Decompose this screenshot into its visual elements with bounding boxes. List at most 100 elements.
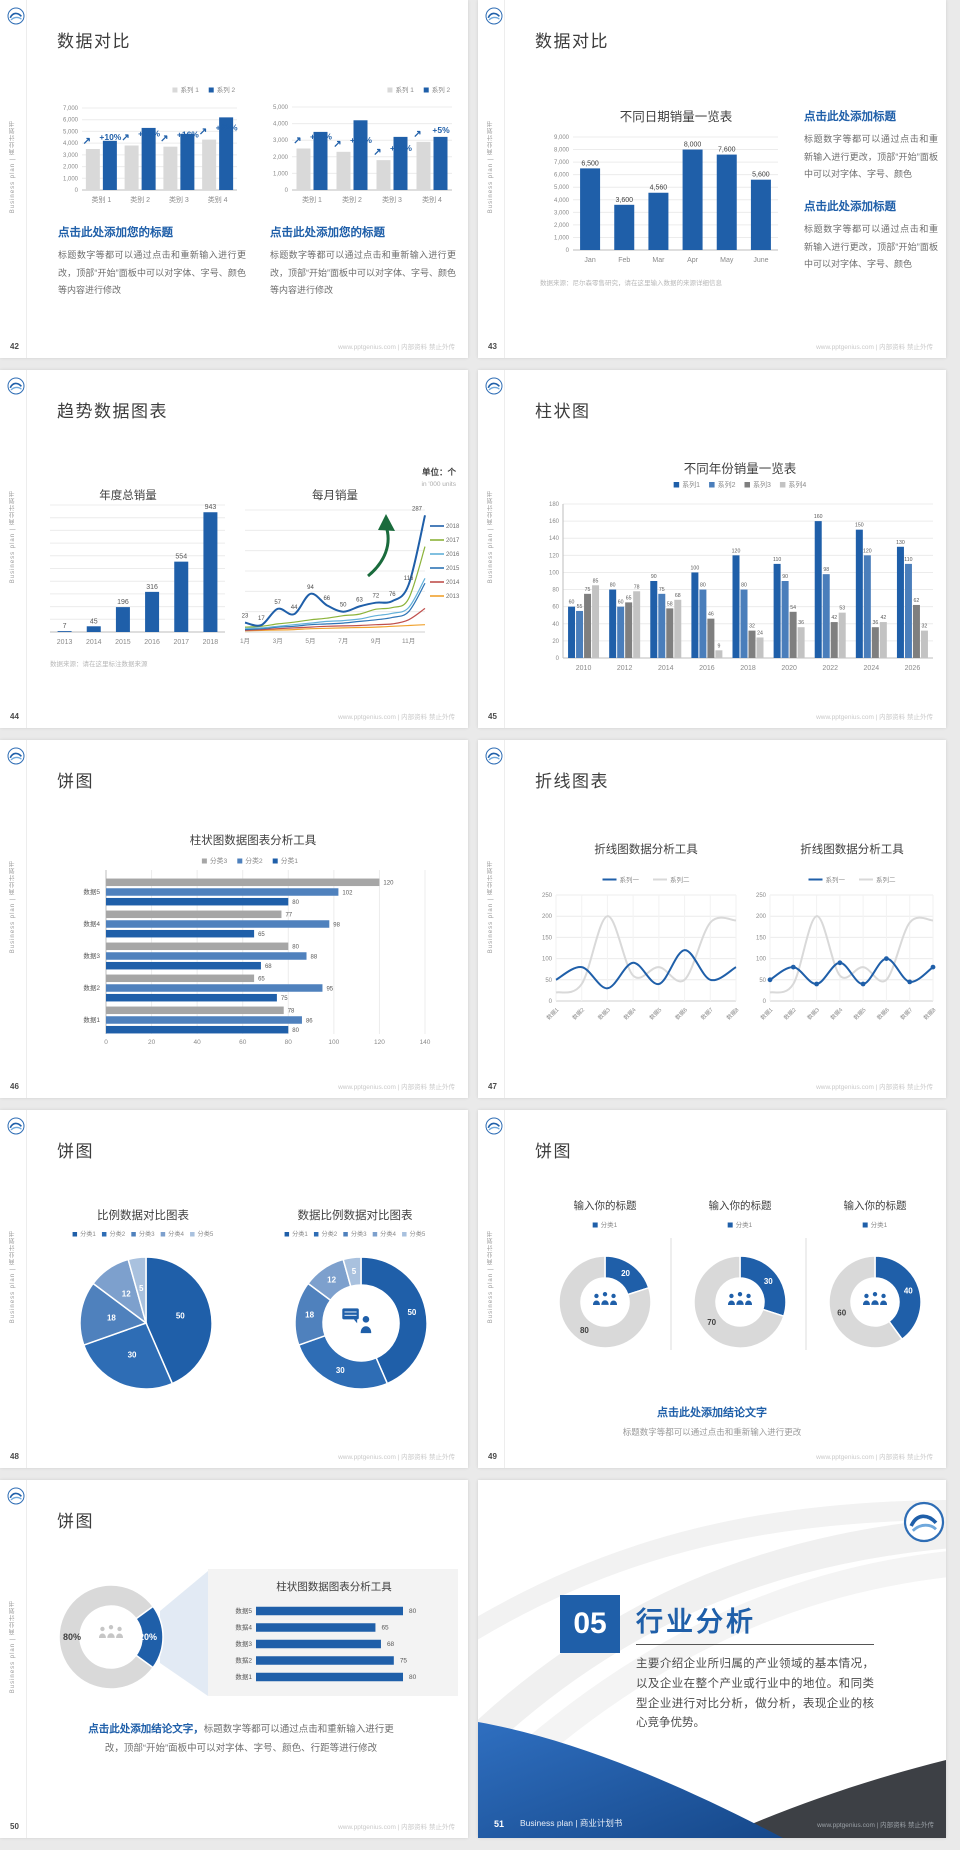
chart-text: 3,000 [554,210,570,216]
chart-text: 1,000 [554,235,570,241]
chart-text: 55 [577,604,583,610]
legend-swatch [423,87,429,93]
person-icon [362,1316,370,1323]
slide-43[interactable]: 0 1,000 2,000 3,000 4,000 5,000 6,000 7,000 8,00… [478,0,946,358]
slice-label: 30 [764,1277,773,1286]
chart-text: 分类1 [736,1220,753,1229]
chart-text: 类别 4 [422,195,442,204]
line-series-2015 [244,582,426,631]
brand-logo-icon [7,747,25,765]
bar-系列1 [650,581,658,658]
legend-swatch [272,858,278,864]
bar-系列1 [732,555,740,658]
person-icon [592,1300,600,1305]
chart-text: 90 [782,574,788,580]
slide-48[interactable]: 分类1 分类2 分类3 分类4 分类5 分类1 分类2 分类3 分类4 分类5 50 30 18 12 5 5… [0,1110,468,1468]
caption-block: 点击此处添加标题 标题数字等都可以通过点击和重新输入进行更改，顶部“开始”面板中… [804,198,938,274]
section-canvas [478,1500,946,1838]
bar-分类2 [106,920,330,928]
legend-swatch [172,87,178,93]
slice-label: 5 [139,1284,144,1293]
chart-text: 65 [626,595,632,601]
slide-51[interactable]: 05 行业分析 主要介绍企业所归属的产业领域的基本情况，以及企业在整个产业或行业… [478,1480,946,1838]
slide-46[interactable]: 0 20 40 60 80 100 120 140 数据5 120 102 80 数据4 77 98 65 数据… [0,740,468,1098]
slide-50[interactable]: 20% 80% 数据5 80 数据4 65 数据3 68 数据2 75 数据1 80 Business… [0,1480,468,1838]
chart-text: 78 [288,1009,295,1015]
chart-text: 数据1 [235,1672,252,1681]
chart-title: 输入你的标题 [573,1200,637,1212]
page-number: 42 [10,342,19,351]
page-number: 47 [488,1082,497,1091]
chart-text: 75 [400,1658,408,1665]
caption-block: 点击此处添加您的标题 标题数字等都可以通过点击和重新输入进行更改，顶部“开始”面… [58,224,246,300]
conclusion-heading: 点击此处添加结论文字， [88,1723,204,1735]
slide-left-strip: Business plan | 商业计划书 [0,1110,27,1468]
slide-44[interactable]: 7 2013 45 2014 196 2015 316 2016 554 2017 943 2018 2… [0,370,468,728]
bar-系列 2 [219,117,234,190]
slide-footer: www.pptgenius.com | 内部资料 禁止外传 [817,1822,934,1829]
chart-text: 数据7 [699,1006,715,1022]
legend-swatch [387,87,393,93]
chart-text: 0 [285,188,289,194]
brand-logo-icon [487,1122,500,1129]
slide-title: 趋势数据图表 [57,402,168,421]
slide-47[interactable]: 0 50 100 150 200 250 数据1 数据2 数据3 数据4 数据5 数据6 数据7 数据8 系… [478,740,946,1098]
slide-42[interactable]: 0 1,000 2,000 3,000 4,000 5,000 6,000 7,000 类别 1… [0,0,468,358]
chart-text: 分类3 [210,856,228,865]
chart-text: 80 [292,945,299,951]
chart-text: 196 [117,599,129,606]
data-point-marker [814,981,819,987]
legend-swatch [402,1232,407,1237]
chart-text: 110 [904,557,912,563]
legend-swatch [673,482,680,488]
slice-label: 80 [580,1326,589,1335]
chart-text: 分类2 [321,1230,337,1238]
chart-text: 65 [258,932,265,938]
slice-label: 20 [621,1269,630,1278]
pie-slice [127,1256,147,1324]
chart-text: 分类3 [139,1230,155,1238]
slide-45[interactable]: 0 20 40 60 80 100 120 140 160 180 60 55 75 85 2010 80 60… [478,370,946,728]
chart-text: 80 [409,1674,417,1681]
chart-text: 数据3 [596,1006,612,1022]
chart-text: 4,560 [650,185,668,192]
growth-label: +34% [390,143,412,153]
slide-49[interactable]: 分类1 20 80 分类1 30 70 分类1 40 60 Business plan | 商业… [478,1110,946,1468]
funnel-shape [160,1571,208,1696]
slide-left-strip: Business plan | 商业计划书 [478,1110,505,1468]
chart-text: 9,000 [554,135,570,141]
bar-系列 1 [376,160,391,190]
chart-text: 数据5 [235,1606,252,1615]
chart-text: 数据4 [622,1006,638,1022]
bar-系列2 [699,589,707,658]
chart-text: 类别 3 [382,195,402,204]
chart-text: 1,000 [63,176,79,182]
person-icon [881,1293,886,1299]
sidebar-vertical-label: Business plan | 商业计划书 [10,1230,16,1324]
chart-text: 102 [342,890,353,896]
brand-logo-icon [7,1117,25,1135]
legend-swatch [237,858,243,864]
caption-heading: 点击此处添加您的标题 [270,227,385,239]
speech-bubble-icon [353,1319,358,1324]
chart-text: 50 [545,978,552,984]
trend-arrow-icon [378,514,395,531]
chart-text: 分类1 [80,1230,96,1238]
brand-logo-icon [10,16,22,21]
bar-销量 [750,179,771,250]
chart-text: 110 [773,557,781,563]
caption-heading: 点击此处添加标题 [804,201,896,213]
chart-text: 4,000 [273,122,289,128]
brand-logo-icon [487,12,500,19]
legend-swatch [862,1222,868,1228]
section-body: 主要介绍企业所归属的产业领域的基本情况，以及企业在整个产业或行业中的地位。和同类… [636,1658,874,1730]
brand-logo-icon [7,1487,25,1505]
chart-text: 8,000 [684,142,702,149]
brand-logo-icon [9,12,22,19]
chart-text: 系列二 [670,875,690,884]
chart-text: 65 [258,977,265,983]
chart-text: 0 [763,999,767,1005]
bar-数据1 [256,1672,403,1682]
slice-label: 18 [107,1313,116,1322]
chart-text: 88 [311,954,318,960]
